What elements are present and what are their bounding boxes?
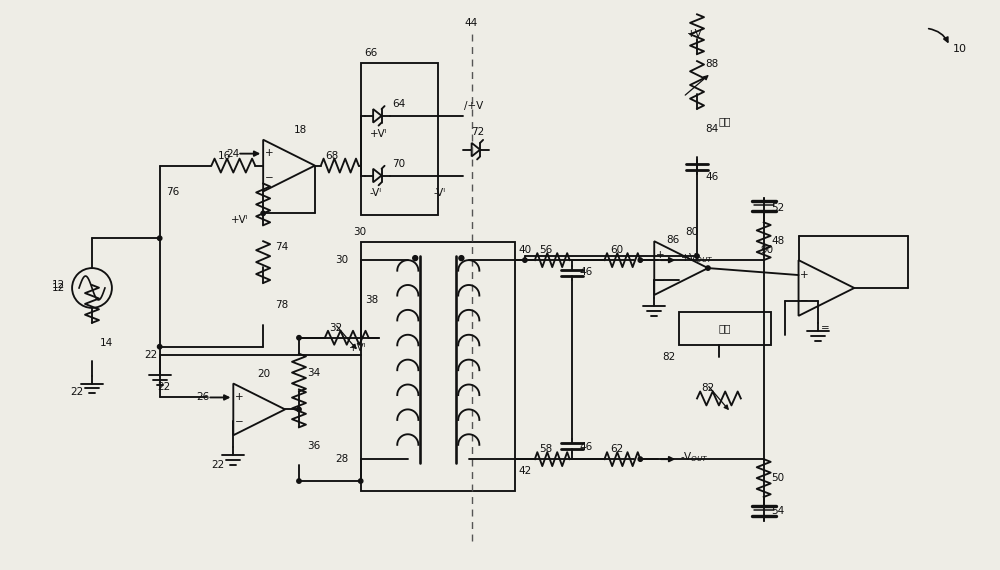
Text: 82: 82 bbox=[701, 384, 714, 393]
Text: 34: 34 bbox=[307, 368, 320, 377]
Text: 22: 22 bbox=[144, 349, 158, 360]
Text: +Vᴵ: +Vᴵ bbox=[349, 343, 366, 353]
Text: 84: 84 bbox=[705, 124, 718, 134]
Text: 62: 62 bbox=[610, 444, 624, 454]
Text: 增益: 增益 bbox=[719, 323, 731, 333]
Text: 30: 30 bbox=[336, 255, 349, 265]
Text: 54: 54 bbox=[772, 506, 785, 516]
Circle shape bbox=[297, 407, 301, 412]
Text: 12: 12 bbox=[52, 283, 65, 293]
Text: +Vᴵ: +Vᴵ bbox=[370, 129, 387, 139]
Text: 90: 90 bbox=[761, 245, 774, 255]
Text: 76: 76 bbox=[166, 187, 179, 197]
Text: +: + bbox=[235, 392, 244, 402]
Bar bbox=[679, 312, 771, 345]
Circle shape bbox=[297, 479, 301, 483]
Text: 86: 86 bbox=[666, 235, 679, 245]
Text: 70: 70 bbox=[393, 158, 406, 169]
Text: +: + bbox=[800, 270, 809, 280]
Text: 52: 52 bbox=[772, 203, 785, 213]
Bar bbox=[361, 242, 515, 491]
Text: 44: 44 bbox=[464, 18, 477, 29]
Circle shape bbox=[358, 479, 363, 483]
Text: 78: 78 bbox=[275, 300, 288, 310]
Text: −: − bbox=[656, 276, 665, 286]
Text: -Vᴵ: -Vᴵ bbox=[433, 189, 445, 198]
Text: 32: 32 bbox=[329, 323, 342, 333]
Text: 48: 48 bbox=[772, 236, 785, 246]
Circle shape bbox=[638, 457, 643, 461]
Circle shape bbox=[638, 258, 643, 262]
Circle shape bbox=[459, 255, 464, 260]
Text: 88: 88 bbox=[705, 59, 718, 69]
Circle shape bbox=[261, 211, 265, 215]
Text: +Vᴵ: +Vᴵ bbox=[231, 215, 249, 225]
Circle shape bbox=[695, 254, 699, 258]
Text: −: − bbox=[235, 417, 244, 426]
Text: 偏置: 偏置 bbox=[719, 116, 731, 126]
Text: 30: 30 bbox=[353, 227, 366, 237]
Text: +V: +V bbox=[687, 29, 703, 39]
Text: 22: 22 bbox=[158, 381, 171, 392]
Text: 58: 58 bbox=[539, 444, 552, 454]
Bar bbox=[361, 63, 438, 215]
Text: 24: 24 bbox=[226, 149, 239, 158]
Text: 14: 14 bbox=[100, 337, 113, 348]
Circle shape bbox=[523, 258, 527, 262]
Text: -Vᴵ: -Vᴵ bbox=[370, 189, 382, 198]
Text: 28: 28 bbox=[335, 454, 349, 464]
Text: 60: 60 bbox=[610, 245, 624, 255]
Text: 12: 12 bbox=[52, 280, 65, 290]
Text: 46: 46 bbox=[705, 172, 718, 181]
Text: +V$_{OUT}$: +V$_{OUT}$ bbox=[680, 251, 714, 265]
Text: 50: 50 bbox=[772, 473, 785, 483]
Text: +: + bbox=[265, 148, 273, 158]
Circle shape bbox=[157, 236, 162, 241]
Text: 42: 42 bbox=[519, 466, 532, 476]
Text: /+V: /+V bbox=[464, 101, 483, 111]
Text: −: − bbox=[800, 296, 809, 306]
Circle shape bbox=[157, 344, 162, 349]
Text: 80: 80 bbox=[685, 227, 698, 237]
Text: 26: 26 bbox=[196, 393, 209, 402]
Text: 10: 10 bbox=[953, 44, 967, 54]
Text: 56: 56 bbox=[539, 245, 552, 255]
Text: 72: 72 bbox=[471, 127, 484, 137]
Circle shape bbox=[297, 336, 301, 340]
Text: 16: 16 bbox=[217, 150, 231, 161]
Text: +: + bbox=[656, 250, 665, 260]
Text: 18: 18 bbox=[294, 125, 307, 135]
Text: 38: 38 bbox=[365, 295, 378, 305]
Text: 22: 22 bbox=[211, 460, 225, 470]
Text: 20: 20 bbox=[257, 369, 270, 378]
Text: 82: 82 bbox=[662, 352, 675, 361]
Text: 64: 64 bbox=[393, 99, 406, 109]
Text: 46: 46 bbox=[580, 442, 593, 452]
Text: 66: 66 bbox=[365, 48, 378, 58]
Text: 36: 36 bbox=[307, 441, 320, 451]
Text: -V$_{OUT}$: -V$_{OUT}$ bbox=[680, 450, 709, 464]
Circle shape bbox=[413, 255, 418, 260]
Text: 46: 46 bbox=[580, 267, 593, 277]
Text: 40: 40 bbox=[519, 245, 532, 255]
Text: 74: 74 bbox=[275, 242, 288, 252]
Text: 68: 68 bbox=[325, 150, 338, 161]
Text: −: − bbox=[265, 173, 274, 183]
Circle shape bbox=[706, 266, 710, 270]
Text: 22: 22 bbox=[70, 388, 83, 397]
Text: =: = bbox=[820, 323, 829, 333]
